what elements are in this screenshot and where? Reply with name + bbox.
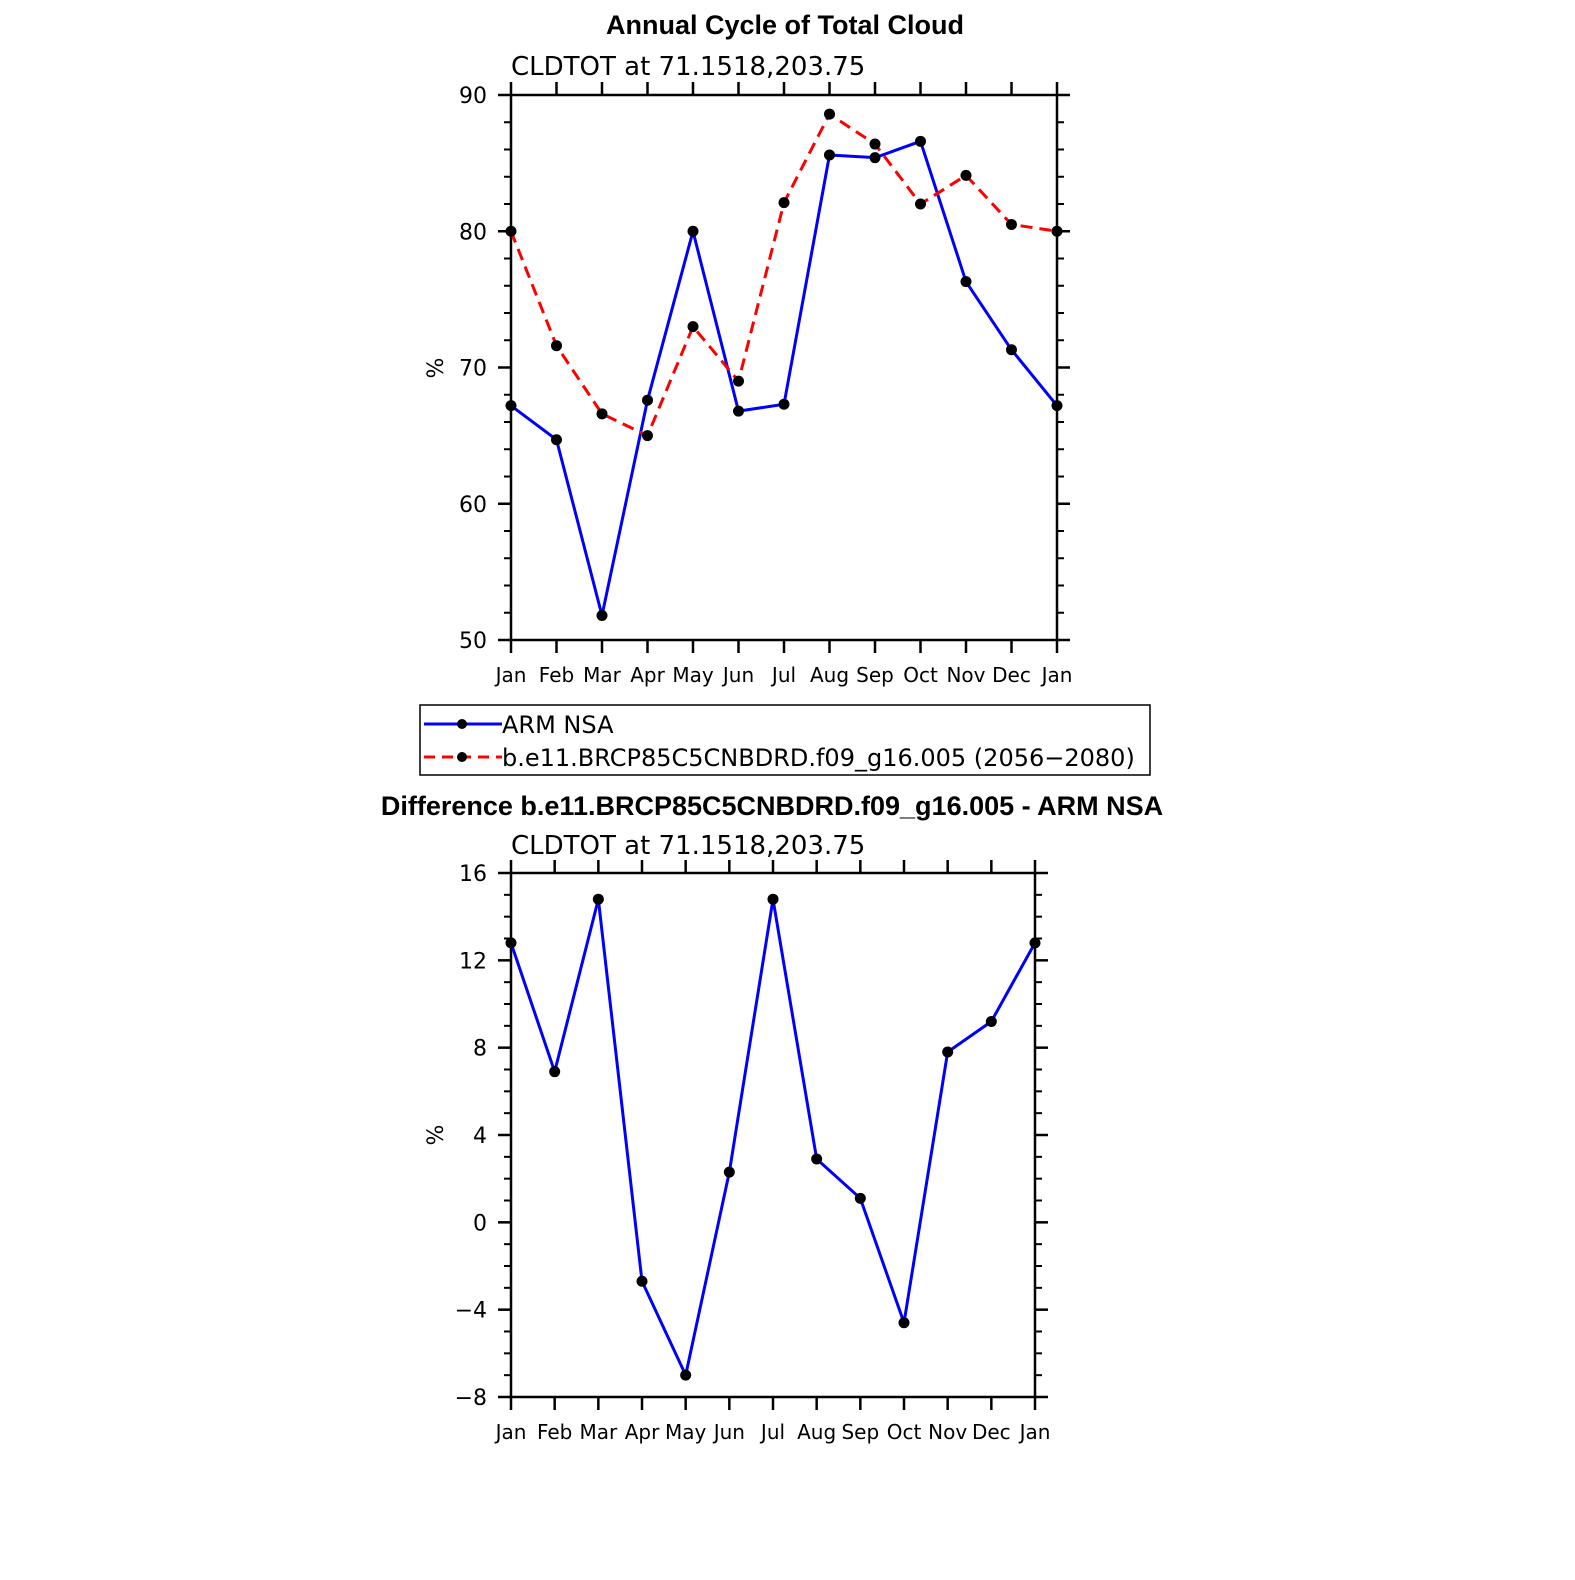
chart1-xtick-label: Nov (946, 663, 985, 687)
chart1-series-0-point (1051, 400, 1063, 412)
chart1-series-0-point (915, 135, 926, 147)
chart2-xtick-label: Apr (625, 1420, 660, 1444)
chart1-xtick-label: Apr (630, 663, 665, 687)
chart1-subtitle: CLDTOT at 71.1518,203.75 (511, 52, 865, 82)
chart2-xtick-label: May (665, 1420, 707, 1444)
legend-marker-model (457, 752, 467, 762)
chart1-series-0-point (642, 394, 653, 406)
legend-label-model: b.e11.BRCP85C5CNBDRD.f09_g16.005 (2056−2… (502, 744, 1135, 772)
chart2-series-0-point (985, 1015, 997, 1027)
chart2-xtick-label: Oct (887, 1420, 922, 1444)
chart2-ytick-label: 16 (459, 862, 487, 887)
chart2-xtick-label: Aug (797, 1420, 836, 1444)
chart2-ytick-label: −8 (455, 1386, 487, 1411)
chart2-series-0-point (942, 1046, 954, 1058)
chart1-series-0-line (510, 139, 1059, 617)
chart2-series-0-point (854, 1192, 866, 1204)
chart1-series-1-point (778, 197, 790, 209)
chart2-ytick-label: −4 (455, 1299, 487, 1324)
chart1-legend: ARM NSA b.e11.BRCP85C5CNBDRD.f09_g16.005… (419, 704, 1151, 776)
chart1-series-1-point (505, 225, 517, 237)
chart2-y-axis-label: % (424, 1125, 449, 1146)
chart2-xtick-label: Jan (494, 1420, 527, 1444)
chart2-series-0-point (723, 1166, 735, 1178)
chart2-title: Difference b.e11.BRCP85C5CNBDRD.f09_g16.… (381, 791, 1163, 821)
chart1-xtick-label: May (672, 663, 714, 687)
chart2-ytick-label: 4 (473, 1124, 487, 1149)
legend-label-arm-nsa: ARM NSA (502, 711, 614, 739)
chart1-series-1-line (509, 112, 1058, 438)
chart2-subtitle: CLDTOT at 71.1518,203.75 (511, 831, 865, 861)
chart1-series-0-point (505, 400, 517, 412)
chart1-xtick-label: Oct (903, 663, 938, 687)
chart1-title: Annual Cycle of Total Cloud (606, 10, 964, 40)
chart1-series-0-point (551, 434, 562, 446)
chart1-xtick-label: Aug (810, 663, 849, 687)
chart1-series-1-point (915, 198, 926, 210)
chart1-series-1-point (642, 430, 653, 442)
chart2-xtick-label: Sep (841, 1420, 879, 1444)
chart1-series-0-point (960, 276, 972, 288)
chart1-plot-area: 90 80 70 60 50 Jan Feb Mar Apr May Jun Jul Aug Sep Oct… (459, 82, 1072, 687)
chart2-xtick-label: Dec (972, 1420, 1011, 1444)
chart1-series-1-point (733, 375, 744, 387)
chart1-series-0-point (824, 149, 835, 161)
chart1-frame (509, 93, 1059, 642)
chart1-xtick-label: Jul (770, 663, 796, 687)
chart2-series-0-point (898, 1317, 910, 1329)
chart2-xtick-label: Jun (712, 1420, 745, 1444)
chart2-xtick-label: Feb (537, 1420, 572, 1444)
chart1-series-0-point (733, 405, 744, 417)
chart1-xtick-label: Jan (494, 663, 527, 687)
chart1-xtick-label: Dec (992, 663, 1031, 687)
chart1-y-axis-label: % (424, 358, 449, 379)
chart1-series-1-point (1051, 225, 1063, 237)
chart1-series-1-point (960, 169, 972, 181)
chart1-ytick-label: 90 (459, 84, 487, 109)
chart2-xtick-label: Jan (1018, 1420, 1051, 1444)
chart1-series-0-point (596, 609, 608, 621)
chart2-series-0-point (680, 1369, 692, 1381)
chart1-series-1-point (596, 408, 608, 420)
legend-marker-arm-nsa (457, 719, 467, 729)
chart1-series-0-point (778, 398, 790, 410)
chart2-series-0-point (592, 893, 604, 905)
chart2-plot-area: 16 12 8 4 0 −4 −8 Jan Feb Mar Apr May Jun Jul Aug Sep Oc… (455, 860, 1051, 1444)
chart2-series-0-point (767, 893, 779, 905)
chart1-series-0-point (687, 225, 699, 237)
chart1-ytick-label: 50 (459, 629, 487, 654)
chart2-series-0-point (1029, 937, 1041, 949)
chart2-xtick-label: Mar (579, 1420, 618, 1444)
chart1-series-1-point (687, 321, 699, 333)
chart2-ytick-label: 8 (473, 1037, 487, 1062)
chart1-series-1-point (551, 340, 562, 352)
chart1-series-0-point (1006, 344, 1017, 356)
chart2-xtick-label: Jul (759, 1420, 785, 1444)
chart2-series-0-line (509, 897, 1037, 1377)
legend-box (419, 704, 1151, 776)
chart1-ytick-label: 80 (459, 220, 487, 245)
chart2-series-0-point (549, 1066, 561, 1078)
chart1-series-1-point (1006, 218, 1017, 230)
chart2-xtick-label: Nov (928, 1420, 967, 1444)
chart2-series-0-point (811, 1153, 823, 1165)
chart1-series-0-point (869, 152, 881, 164)
chart1-xtick-label: Sep (856, 663, 894, 687)
chart2-series-0-point (505, 937, 517, 949)
chart1-xtick-label: Mar (583, 663, 622, 687)
chart1-ytick-label: 60 (459, 493, 487, 518)
chart2-series-0-point (636, 1275, 648, 1287)
chart1-series-1-point (824, 108, 835, 120)
chart1-series-1-point (869, 138, 881, 150)
chart2-frame (509, 871, 1037, 1399)
chart1-xtick-label: Feb (539, 663, 574, 687)
chart1-ytick-label: 70 (459, 357, 487, 382)
chart1-xtick-label: Jun (721, 663, 754, 687)
chart2-ytick-label: 12 (459, 949, 487, 974)
chart1-xtick-label: Jan (1040, 663, 1073, 687)
chart2-ytick-label: 0 (473, 1211, 487, 1236)
